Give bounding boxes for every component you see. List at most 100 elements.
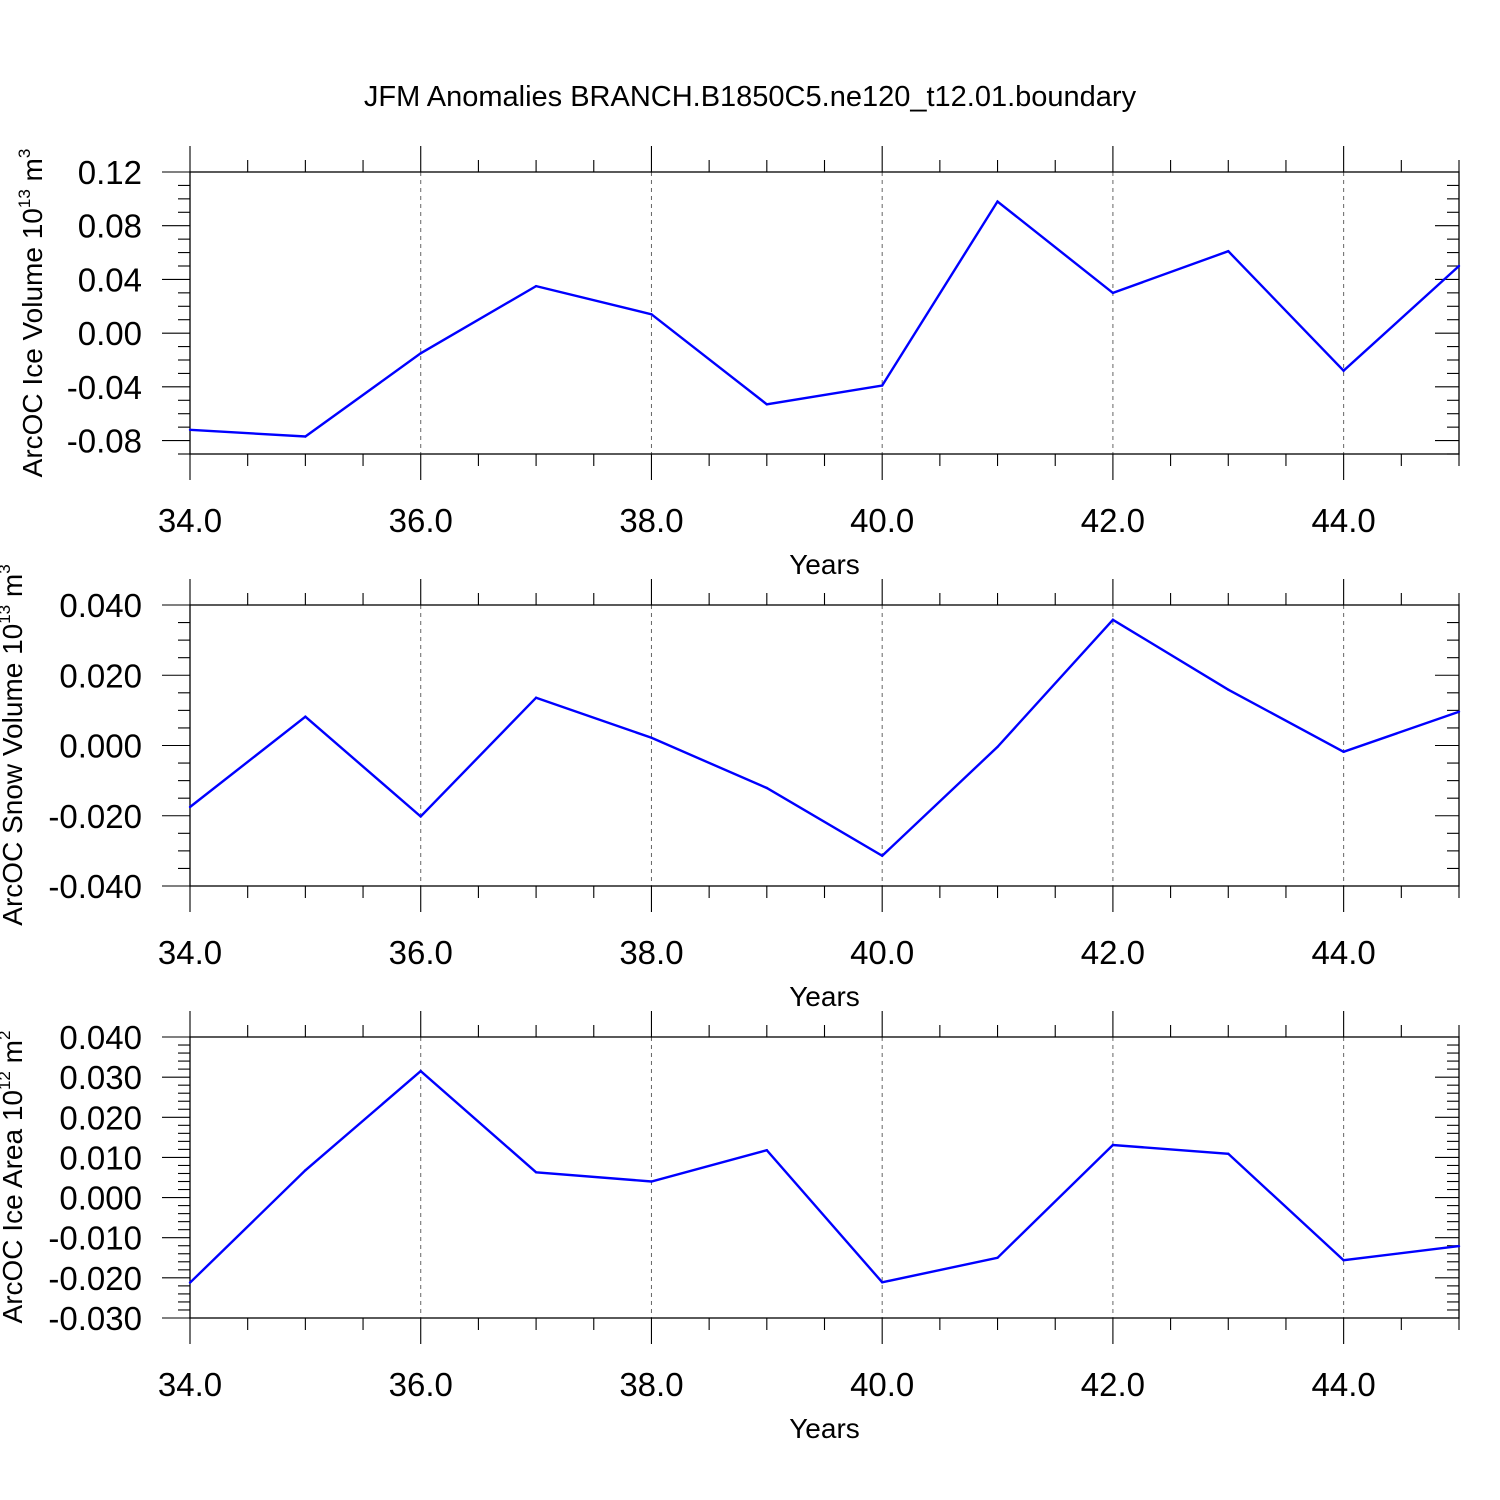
y-axis-label-part: 12 — [0, 1071, 14, 1090]
plot-frame — [189, 171, 1460, 455]
data-point — [1111, 1143, 1115, 1147]
data-point — [1227, 1152, 1230, 1156]
y-tick-label: 0.020 — [59, 657, 142, 694]
chart-title: JFM Anomalies BRANCH.B1850C5.ne120_t12.0… — [364, 81, 1137, 113]
y-tick-label: 0.00 — [78, 315, 142, 352]
y-axis-label: ArcOC Snow Volume 1013 m3 — [0, 564, 28, 925]
data-point — [765, 786, 769, 790]
data-point — [304, 435, 307, 438]
x-tick-label: 42.0 — [1081, 934, 1145, 971]
data-point — [1227, 688, 1230, 691]
series-line — [189, 618, 1460, 858]
y-axis-label-part: 3 — [15, 149, 34, 158]
data-point — [1342, 369, 1345, 372]
series-line — [189, 199, 1460, 438]
data-point — [880, 384, 884, 387]
x-tick-label: 44.0 — [1312, 1366, 1376, 1403]
x-tick-label: 34.0 — [158, 934, 222, 971]
x-tick-label: 44.0 — [1312, 934, 1376, 971]
data-point — [1457, 264, 1461, 268]
data-point — [650, 736, 653, 739]
y-tick-label: -0.030 — [48, 1300, 142, 1337]
y-axis-label-part: ArcOC Snow Volume 10 — [0, 624, 28, 926]
y-axis-label-part: 2 — [0, 1031, 14, 1040]
data-point — [534, 696, 538, 699]
y-tick-label: -0.040 — [48, 868, 142, 905]
panel-3: 34.0 36.0 38.0 40.0 42.0 44.0 -0.030-0.020-0.0… — [0, 1011, 1461, 1444]
data-point — [765, 403, 769, 406]
x-axis-label: Years — [789, 1413, 860, 1444]
x-axis-label: Years — [789, 549, 860, 580]
panel-2: 34.0 36.0 38.0 40.0 42.0 44.0 -0.040 -0.020 0.00… — [0, 564, 1461, 1012]
x-tick-label: 36.0 — [389, 502, 453, 539]
y-axis-label-part: m — [0, 574, 28, 605]
y-axis-label-part: m — [17, 158, 48, 189]
y-tick-label: 0.010 — [59, 1139, 142, 1176]
data-point — [419, 815, 422, 818]
x-tick-label: 36.0 — [389, 1366, 453, 1403]
y-axis-label-part: 13 — [15, 189, 34, 208]
data-point — [304, 715, 307, 718]
y-axis-label-part: ArcOC Ice Area 10 — [0, 1090, 28, 1323]
x-tick-label: 40.0 — [850, 502, 914, 539]
x-tick-label: 40.0 — [850, 934, 914, 971]
x-tick-label: 34.0 — [158, 1366, 222, 1403]
y-tick-label: 0.030 — [59, 1059, 142, 1096]
x-tick-label: 40.0 — [850, 1366, 914, 1403]
y-tick-label: -0.010 — [48, 1220, 142, 1257]
x-tick-label: 38.0 — [619, 502, 683, 539]
data-point — [188, 428, 192, 432]
y-axis-label-part: 3 — [0, 564, 14, 573]
data-point — [880, 1281, 884, 1284]
y-tick-label: 0.000 — [59, 1180, 142, 1217]
data-point — [419, 1069, 422, 1073]
data-point — [996, 745, 999, 749]
data-point — [1342, 750, 1345, 754]
data-point — [534, 284, 538, 288]
data-point — [419, 352, 422, 355]
data-point — [188, 1281, 192, 1284]
x-tick-label: 44.0 — [1312, 502, 1376, 539]
data-point — [880, 854, 884, 857]
y-tick-label: 0.04 — [78, 261, 142, 298]
data-point — [650, 313, 653, 316]
y-axis-label-part: ArcOC Ice Volume 10 — [17, 208, 48, 477]
y-axis-label: ArcOC Ice Area 1012 m2 — [0, 1031, 28, 1324]
data-point — [188, 805, 192, 809]
data-point — [304, 1169, 307, 1172]
y-tick-label: -0.08 — [67, 423, 142, 460]
data-point — [1111, 291, 1115, 295]
data-point — [534, 1171, 538, 1174]
data-point — [1457, 710, 1461, 713]
plot-frame — [189, 604, 1460, 887]
data-point — [765, 1149, 769, 1152]
x-tick-label: 42.0 — [1081, 502, 1145, 539]
data-point — [996, 1256, 999, 1259]
y-axis-label-part: 13 — [0, 605, 14, 624]
data-point — [1111, 618, 1115, 621]
x-tick-label: 36.0 — [389, 934, 453, 971]
data-point — [1457, 1244, 1461, 1248]
x-tick-label: 42.0 — [1081, 1366, 1145, 1403]
x-axis-label: Years — [789, 981, 860, 1012]
y-tick-label: 0.12 — [78, 154, 142, 191]
panel-1: 34.0 36.0 38.0 40.0 42.0 44.0 -0.08 -0.04 0.00 0.… — [15, 146, 1461, 580]
y-tick-label: 0.040 — [59, 1019, 142, 1056]
series-line — [189, 1069, 1460, 1284]
y-tick-label: 0.020 — [59, 1099, 142, 1136]
x-tick-label: 34.0 — [158, 502, 222, 539]
y-tick-label: 0.08 — [78, 208, 142, 245]
data-point — [650, 1180, 653, 1183]
y-tick-label: 0.000 — [59, 728, 142, 765]
data-point — [996, 200, 999, 203]
y-tick-label: 0.040 — [59, 587, 142, 624]
y-tick-label: -0.020 — [48, 1260, 142, 1297]
plot-frame — [189, 1036, 1460, 1319]
data-point — [1342, 1258, 1345, 1262]
x-tick-label: 38.0 — [619, 1366, 683, 1403]
data-point — [1227, 250, 1230, 253]
y-axis-label-part: m — [0, 1040, 28, 1071]
y-axis-label: ArcOC Ice Volume 1013 m3 — [15, 149, 48, 478]
x-tick-label: 38.0 — [619, 934, 683, 971]
